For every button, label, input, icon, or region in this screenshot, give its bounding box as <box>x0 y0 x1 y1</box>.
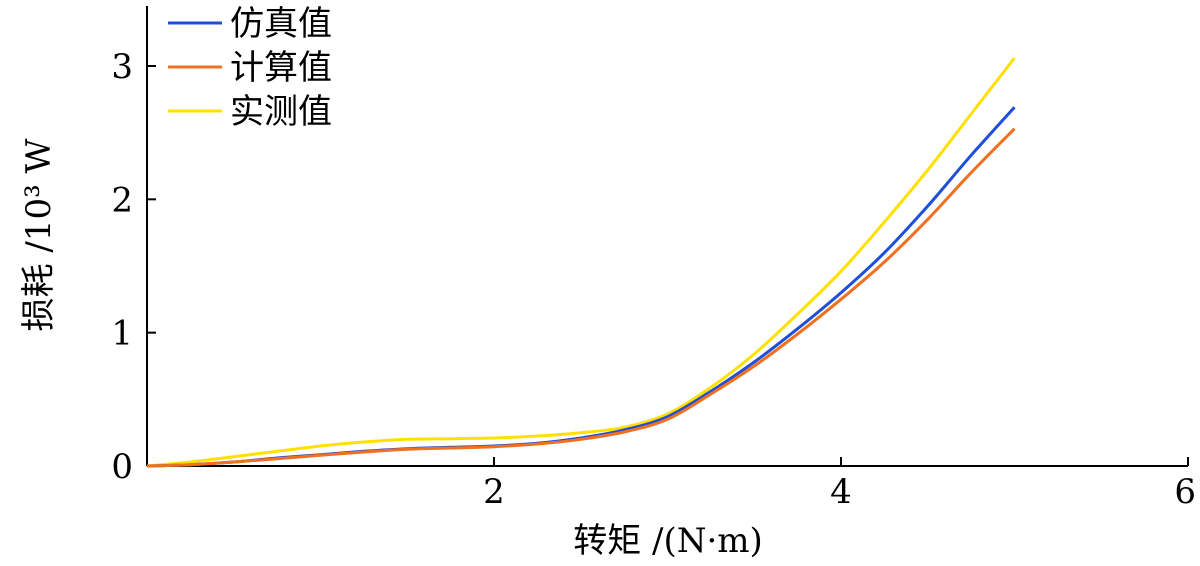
x-axis-ticks: 2 4 6 <box>483 457 1196 512</box>
series-line-3 <box>146 57 1016 468</box>
y-axis-label: 损耗 /10³ W <box>19 138 59 331</box>
y-tick-label: 1 <box>111 314 133 354</box>
series-lines <box>146 57 1016 468</box>
y-axis-ticks: 0 1 2 3 <box>111 47 156 487</box>
axes <box>146 6 1188 467</box>
y-tick-label: 3 <box>111 47 133 87</box>
series-line-1 <box>146 106 1016 468</box>
y-tick-label: 2 <box>111 180 133 220</box>
x-tick-label: 2 <box>483 472 505 512</box>
series-line-2 <box>146 127 1016 468</box>
legend-label-3: 实测值 <box>230 92 332 132</box>
x-axis-label: 转矩 /(N·m) <box>573 521 763 561</box>
legend-label-2: 计算值 <box>230 48 332 88</box>
y-tick-label: 0 <box>111 447 133 487</box>
legend-label-1: 仿真值 <box>230 4 332 44</box>
x-tick-label: 4 <box>830 472 852 512</box>
x-tick-label: 6 <box>1174 472 1196 512</box>
